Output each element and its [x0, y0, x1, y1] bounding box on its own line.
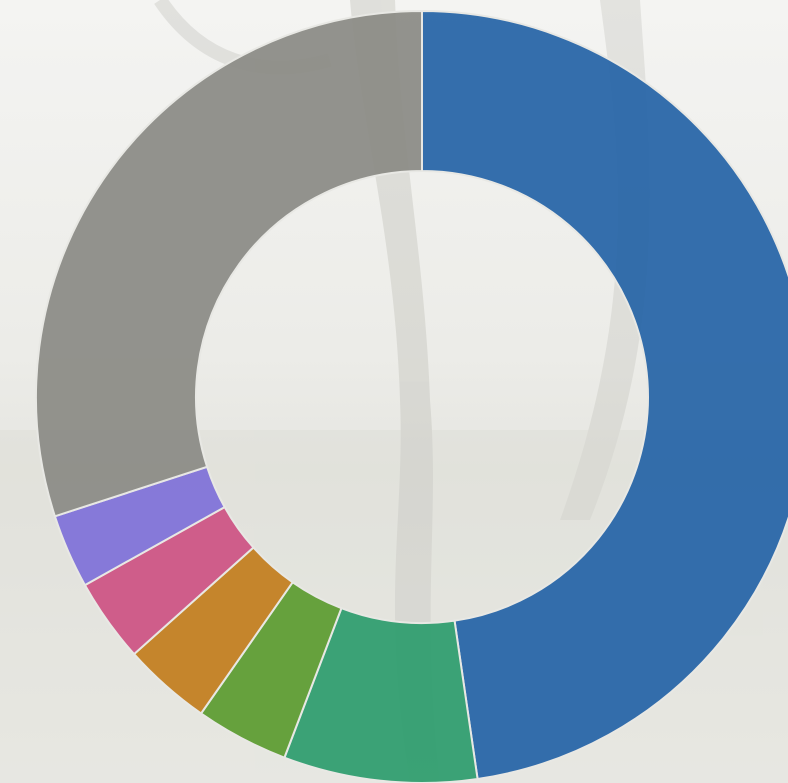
- donut-slice: [421, 9, 788, 781]
- donut-slice: [35, 9, 423, 518]
- donut: [35, 9, 788, 783]
